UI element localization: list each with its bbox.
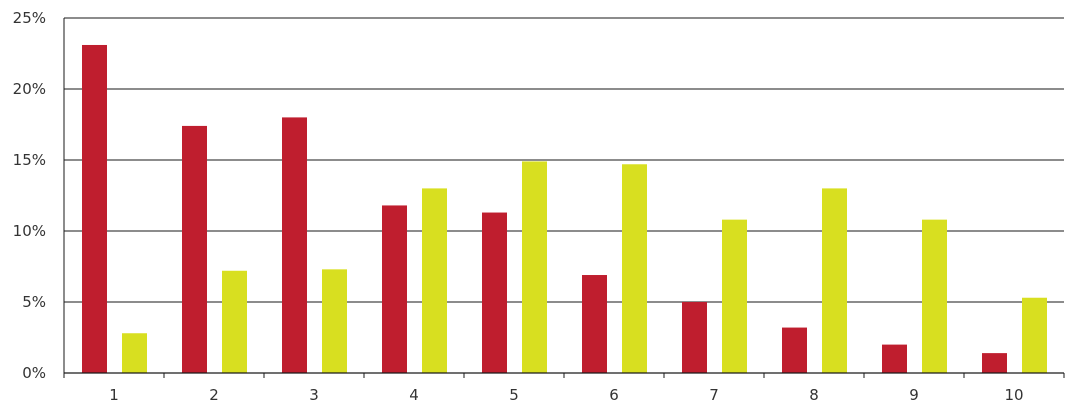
bar-series-1-cat-4 (382, 205, 407, 373)
bar-series-1-cat-7 (682, 302, 707, 373)
x-tick-label: 6 (609, 386, 619, 404)
bar-series-2-cat-9 (922, 219, 947, 373)
bar-series-2-cat-2 (222, 270, 247, 373)
y-tick-label: 20% (13, 80, 46, 98)
bar-series-1-cat-2 (182, 125, 207, 373)
bar-series-1-cat-8 (782, 327, 807, 373)
x-tick-label: 7 (709, 386, 719, 404)
x-tick-label: 4 (409, 386, 419, 404)
bar-series-2-cat-5 (522, 161, 547, 373)
bar-series-1-cat-1 (82, 44, 107, 373)
x-tick-label: 5 (509, 386, 519, 404)
bar-series-2-cat-3 (322, 269, 347, 373)
y-tick-label: 10% (13, 222, 46, 240)
bar-series-2-cat-1 (122, 333, 147, 373)
x-tick-label: 3 (309, 386, 319, 404)
gridlines (64, 17, 1064, 303)
y-tick-label: 15% (13, 151, 46, 169)
bar-series-1-cat-5 (482, 212, 507, 373)
y-tick-label: 25% (13, 9, 46, 27)
bar-series-2-cat-7 (722, 219, 747, 373)
x-tick-label: 1 (109, 386, 119, 404)
x-tick-label: 8 (809, 386, 819, 404)
bar-series-1-cat-10 (982, 353, 1007, 373)
x-tick-label: 2 (209, 386, 219, 404)
axes (63, 18, 1065, 378)
bar-series-2-cat-4 (422, 188, 447, 373)
bar-series-1-cat-9 (882, 344, 907, 373)
bar-series-1-cat-3 (282, 117, 307, 374)
x-axis-tick-labels: 1 2 3 4 5 6 7 8 9 10 (109, 386, 1023, 404)
x-tick-label: 9 (909, 386, 919, 404)
bar-series-1-cat-6 (582, 275, 607, 373)
y-tick-label: 0% (22, 364, 46, 382)
x-tick-label: 10 (1004, 386, 1023, 404)
bar-series-2-cat-10 (1022, 297, 1047, 373)
bars (82, 44, 1047, 374)
bar-series-2-cat-8 (822, 188, 847, 373)
y-axis-tick-labels: 0% 5% 10% 15% 20% 25% (13, 9, 46, 382)
y-tick-label: 5% (22, 293, 46, 311)
bar-series-2-cat-6 (622, 164, 647, 373)
